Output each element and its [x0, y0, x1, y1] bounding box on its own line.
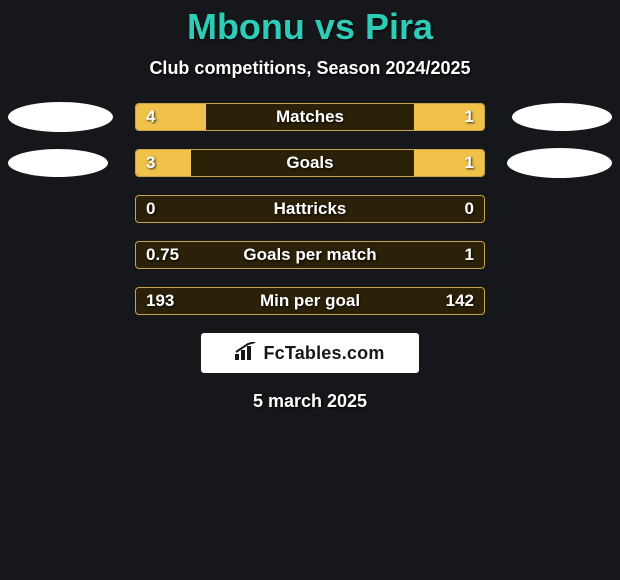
stat-value-right: 142: [446, 291, 474, 311]
stat-label: Matches: [276, 107, 344, 127]
player-left-indicator-ellipse: [8, 102, 113, 132]
stat-value-left: 193: [146, 291, 174, 311]
stat-value-left: 0: [146, 199, 155, 219]
page-title: Mbonu vs Pira: [0, 6, 620, 48]
stat-value-right: 1: [465, 153, 474, 173]
player-right-indicator-ellipse: [512, 103, 612, 131]
page-subtitle: Club competitions, Season 2024/2025: [0, 58, 620, 79]
stat-label: Min per goal: [260, 291, 360, 311]
stat-value-right: 1: [465, 107, 474, 127]
source-badge: FcTables.com: [201, 333, 419, 373]
stat-row: 0 0 Hattricks: [0, 195, 620, 223]
stat-value-right: 0: [465, 199, 474, 219]
player-left-indicator-ellipse: [8, 149, 108, 177]
stat-value-left: 4: [146, 107, 155, 127]
stats-chart-icon: [235, 342, 257, 365]
stat-row: 0.75 1 Goals per match: [0, 241, 620, 269]
stat-row: 4 1 Matches: [0, 103, 620, 131]
player-left-name: Mbonu: [187, 6, 305, 47]
stat-label: Goals: [286, 153, 333, 173]
stat-value-right: 1: [465, 245, 474, 265]
player-right-name: Pira: [365, 6, 433, 47]
stat-row: 193 142 Min per goal: [0, 287, 620, 315]
generated-date: 5 march 2025: [0, 391, 620, 412]
stat-label: Hattricks: [274, 199, 347, 219]
player-right-indicator-ellipse: [507, 148, 612, 178]
brand-text: FcTables.com: [263, 343, 384, 364]
stat-value-left: 0.75: [146, 245, 179, 265]
stats-list: 4 1 Matches 3 1 Goals 0 0 Hattricks 0.75 1 Goals pe…: [0, 103, 620, 315]
stat-row: 3 1 Goals: [0, 149, 620, 177]
stat-value-left: 3: [146, 153, 155, 173]
stat-label: Goals per match: [243, 245, 376, 265]
stat-bar-left-fill: [136, 150, 191, 176]
comparison-infographic: Mbonu vs Pira Club competitions, Season …: [0, 0, 620, 580]
vs-separator: vs: [315, 6, 355, 47]
